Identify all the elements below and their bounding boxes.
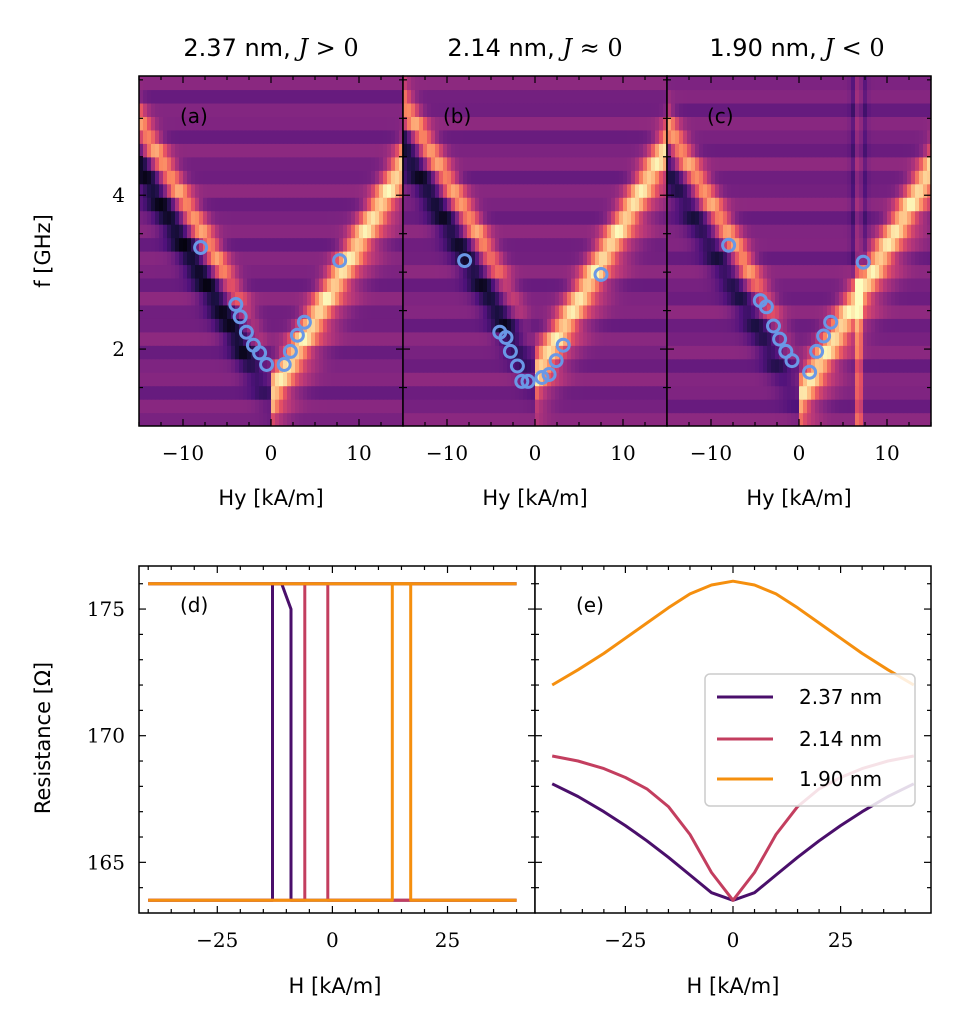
data-point (296, 314, 312, 330)
data-point (823, 314, 839, 330)
data-point (802, 364, 818, 380)
lines-d (148, 582, 517, 902)
data-point (498, 330, 514, 345)
legend-label-190: 1.90 nm (799, 767, 882, 791)
series-line-t190 (551, 579, 915, 687)
data-point (282, 343, 298, 359)
legend: 2.37 nm 2.14 nm 1.90 nm (704, 673, 916, 807)
x-tick-label: 0 (529, 441, 542, 465)
data-point (289, 327, 305, 343)
title-c-thickness: 1.90 nm, (709, 34, 824, 62)
heatmap-a (139, 76, 403, 426)
y-tick-label: 2 (112, 337, 125, 361)
panel-c: −10 0 10 (c) (666, 75, 932, 465)
data-point (816, 328, 832, 344)
panel-e: −25 0 25 (e) 2.37 nm 2.14 nm 1.90 nm (534, 565, 932, 952)
data-point (252, 345, 268, 361)
y-tick-label: 170 (87, 724, 125, 748)
panel-letter-b: (b) (443, 104, 471, 128)
data-point (541, 367, 557, 382)
xlabel-e: H [kA/m] (687, 974, 780, 998)
panel-title-c: 1.90 nm, J < 0 (709, 34, 884, 62)
panel-title-a: 2.37 nm, J > 0 (183, 34, 358, 62)
series-line-t190 (148, 582, 517, 902)
y-tick-label: 175 (87, 597, 125, 621)
xlabel-c: Hy [kA/m] (746, 486, 851, 510)
title-a-relation: > 0 (308, 34, 359, 62)
data-point (228, 297, 244, 312)
x-tick-label: 0 (326, 928, 339, 952)
data-point (555, 337, 571, 353)
data-point (276, 357, 292, 372)
data-point (766, 318, 781, 334)
data-point (232, 309, 248, 325)
x-tick-label: 0 (727, 928, 740, 952)
data-point (855, 254, 871, 270)
data-point (238, 324, 254, 340)
data-point (593, 267, 609, 282)
data-point (514, 373, 530, 389)
data-point (332, 253, 348, 269)
panel-letter-a: (a) (180, 104, 208, 128)
y-tick-label: 4 (112, 183, 125, 207)
data-point (457, 253, 473, 269)
data-point (721, 237, 737, 253)
y-tick-label: 165 (87, 850, 125, 874)
x-tick-label: 25 (435, 928, 460, 952)
panel-letter-c: (c) (707, 104, 734, 128)
title-b-thickness: 2.14 nm, (447, 34, 562, 62)
title-a-thickness: 2.37 nm, (183, 34, 298, 62)
data-point (809, 343, 825, 359)
panel-letter-e: (e) (576, 593, 604, 617)
title-b-relation: ≈ 0 (572, 34, 623, 62)
data-point (502, 343, 518, 359)
markers-b (457, 253, 609, 389)
panel-title-b: 2.14 nm, J ≈ 0 (447, 34, 622, 62)
ylabel-bottom: Resistance [Ω] (31, 662, 55, 814)
legend-label-237: 2.37 nm (799, 685, 882, 709)
heatmap-b (403, 76, 667, 426)
legend-box (704, 673, 916, 807)
x-tick-label: −25 (196, 928, 238, 952)
heatmap-c (667, 76, 931, 426)
xlabel-b: Hy [kA/m] (482, 486, 587, 510)
x-tick-label: 25 (828, 928, 853, 952)
markers-a (193, 240, 348, 372)
xlabel-d: H [kA/m] (289, 974, 382, 998)
panel-b: −10 0 10 (b) (402, 75, 668, 465)
x-tick-label: 0 (793, 441, 806, 465)
panel-letter-d: (d) (180, 593, 208, 617)
data-point (758, 299, 774, 315)
data-point (193, 240, 209, 255)
series-line-t190 (148, 582, 517, 902)
panel-a: −10 0 10 2 4 (a) (112, 75, 404, 465)
data-point (534, 370, 550, 385)
data-point (259, 357, 275, 372)
x-tick-label: 0 (265, 441, 278, 465)
legend-label-214: 2.14 nm (799, 727, 882, 751)
x-tick-label: 10 (874, 441, 899, 465)
x-tick-label: −25 (604, 928, 646, 952)
data-point (548, 353, 564, 369)
data-point (520, 373, 536, 389)
x-tick-label: 10 (610, 441, 635, 465)
data-point (784, 353, 800, 369)
xlabel-a: Hy [kA/m] (218, 486, 323, 510)
data-point (772, 331, 788, 347)
x-tick-label: −10 (426, 441, 468, 465)
plot-bg-d (139, 566, 535, 913)
panel-d: −25 0 25 165 170 175 (d) (87, 565, 536, 952)
x-tick-label: 10 (346, 441, 371, 465)
data-point (509, 358, 525, 374)
markers-c (721, 237, 871, 380)
ylabel-top: f [GHz] (31, 214, 55, 288)
title-c-relation: < 0 (834, 34, 885, 62)
x-tick-label: −10 (162, 441, 204, 465)
x-tick-label: −10 (690, 441, 732, 465)
